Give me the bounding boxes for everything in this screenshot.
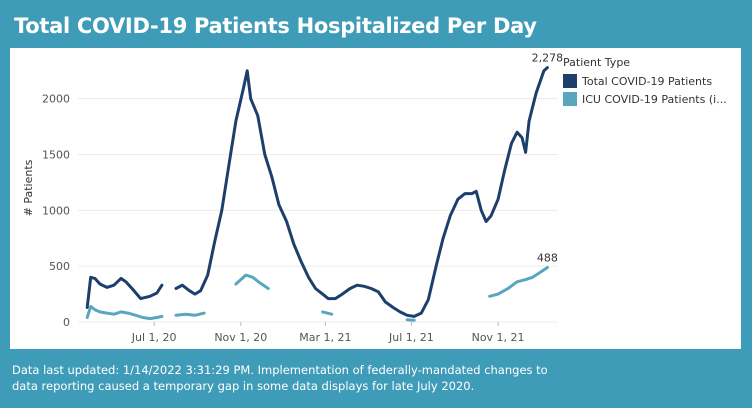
axes: 0 500 1000 1500 2000 # Patients Jul 1, 20 Nov 1… bbox=[22, 93, 525, 344]
line-chart: 0 500 1000 1500 2000 # Patients Jul 1, 20 Nov 1… bbox=[22, 52, 564, 344]
data-label-total: 2,278 bbox=[532, 52, 564, 65]
x-tick-label: Nov 1, 21 bbox=[472, 331, 525, 344]
y-axis-title: # Patients bbox=[22, 159, 35, 216]
series-line-total bbox=[85, 66, 549, 318]
legend-item-icu[interactable]: ICU COVID-19 Patients (i... bbox=[563, 92, 738, 106]
legend-item-total[interactable]: Total COVID-19 Patients bbox=[563, 74, 738, 88]
y-tick-label: 500 bbox=[49, 260, 70, 273]
x-tick-label: Nov 1, 20 bbox=[214, 331, 267, 344]
legend-label-total: Total COVID-19 Patients bbox=[582, 74, 713, 88]
x-tick-label: Jul 1, 20 bbox=[131, 331, 177, 344]
chart-legend: Patient Type Total COVID-19 Patients ICU… bbox=[563, 56, 738, 110]
data-labels: 2,278 488 bbox=[532, 52, 564, 265]
x-tick-label: Jul 1, 21 bbox=[388, 331, 434, 344]
y-tick-label: 0 bbox=[63, 316, 70, 329]
legend-label-icu: ICU COVID-19 Patients (i... bbox=[582, 92, 727, 106]
legend-title: Patient Type bbox=[563, 56, 631, 69]
footer-note: Data last updated: 1/14/2022 3:31:29 PM.… bbox=[12, 363, 548, 393]
grid-lines bbox=[78, 98, 558, 323]
series-lines bbox=[85, 66, 549, 322]
x-tick-label: Mar 1, 21 bbox=[299, 331, 351, 344]
data-label-icu: 488 bbox=[537, 252, 558, 265]
y-tick-label: 2000 bbox=[42, 93, 70, 106]
page-title: Total COVID-19 Patients Hospitalized Per… bbox=[14, 14, 537, 38]
y-tick-label: 1000 bbox=[42, 204, 70, 217]
legend-swatch-icu bbox=[563, 92, 577, 106]
y-tick-label: 1500 bbox=[42, 149, 70, 162]
series-line-icu bbox=[85, 266, 549, 322]
chart-panel: 0 500 1000 1500 2000 # Patients Jul 1, 20 Nov 1… bbox=[10, 48, 741, 349]
legend-swatch-total bbox=[563, 74, 577, 88]
